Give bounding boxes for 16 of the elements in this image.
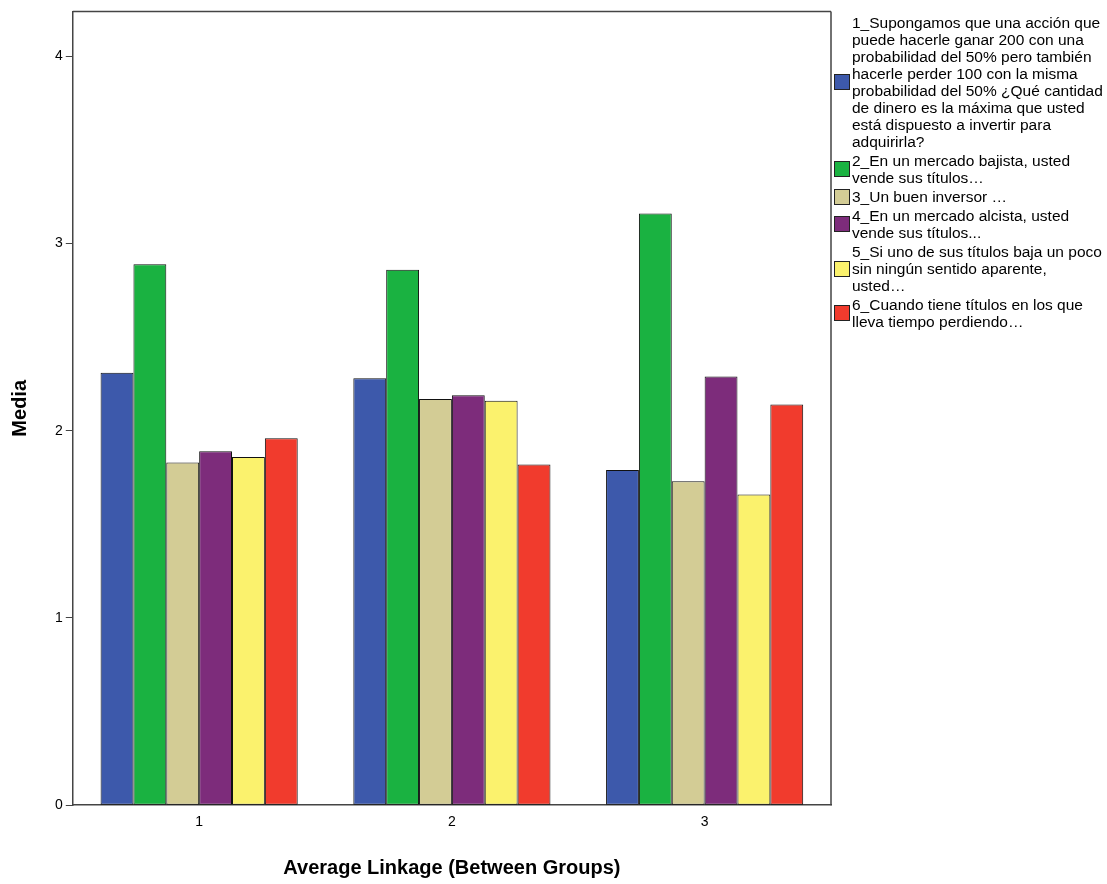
y-axis-title: Media	[7, 379, 30, 437]
legend-label: 3_Un buen inversor …	[852, 188, 1009, 205]
x-tick-label: 1	[195, 813, 204, 830]
x-tick-label: 3	[700, 813, 709, 830]
legend-label: 4_En un mercado alcista, usted vende sus títulos...	[852, 207, 1071, 241]
y-tick-label: 0	[54, 796, 63, 813]
legend-label: 2_En un mercado bajista, usted vende sus títulos…	[852, 152, 1071, 186]
y-tick-label: 2	[54, 421, 63, 438]
legend-label: 5_Si uno de sus títulos baja un poco sin ningún sentido aparente, usted…	[852, 243, 1103, 294]
y-tick-label: 4	[54, 47, 63, 64]
y-tick-label: 1	[54, 608, 63, 625]
x-tick-label: 2	[447, 813, 456, 830]
legend-label: 1_Supongamos que una acción que puede hacerle ganar 200 con una probabilidad del 50% pero también hacerle perder 100 con la misma probabilidad del 50% ¿Qué cantidad de dinero es la máxima que usted está dispuesto a invertir para adquirirla?	[852, 14, 1104, 150]
x-axis-title: Average Linkage (Between Groups)	[283, 855, 621, 878]
y-tick-label: 3	[54, 234, 63, 251]
legend-label: 6_Cuando tiene títulos en los que lleva tiempo perdiendo…	[852, 296, 1084, 330]
